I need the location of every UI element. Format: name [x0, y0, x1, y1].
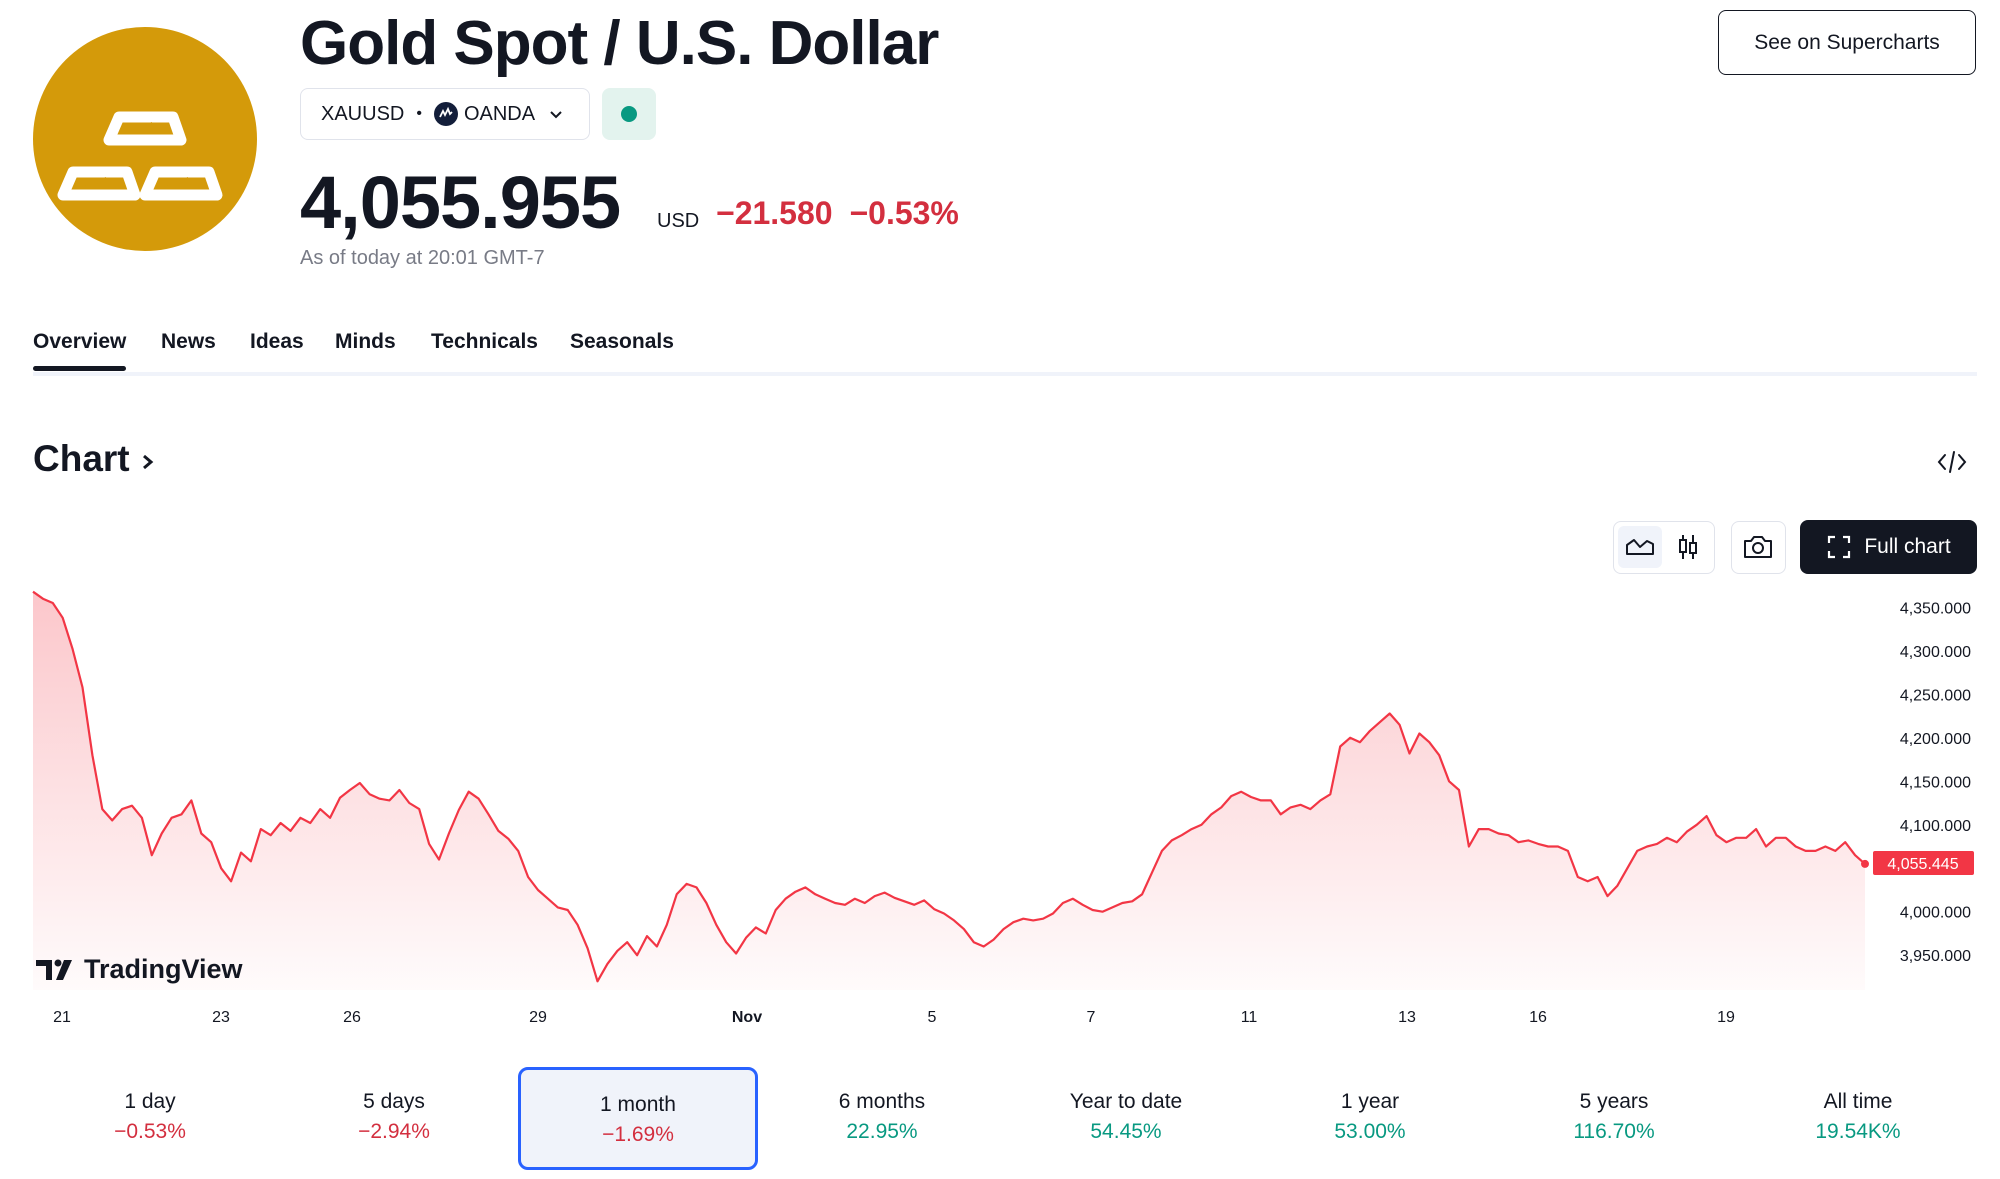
full-chart-label: Full chart: [1864, 535, 1951, 558]
snapshot-button[interactable]: [1731, 521, 1786, 574]
tab-minds[interactable]: Minds: [335, 330, 396, 353]
period-year-to-date[interactable]: Year to date 54.45%: [1006, 1067, 1246, 1170]
price-line: [32, 590, 1866, 983]
chart-section-heading[interactable]: Chart: [33, 438, 156, 480]
period-5-days[interactable]: 5 days −2.94%: [274, 1067, 514, 1170]
separator-dot: •: [416, 105, 422, 122]
price-chart[interactable]: 4,350.000 4,300.000 4,250.000 4,200.000 4,15…: [0, 590, 2000, 1030]
x-tick-label: Nov: [732, 1009, 762, 1026]
period-label: All time: [1823, 1090, 1893, 1113]
tab-technicals[interactable]: Technicals: [431, 330, 538, 353]
period-value: 116.70%: [1573, 1120, 1655, 1143]
period-value: 53.00%: [1334, 1120, 1406, 1143]
tradingview-watermark: TradingView: [36, 954, 244, 984]
last-price-tag-label: 4,055.445: [1887, 856, 1958, 873]
price-currency: USD: [657, 210, 700, 232]
period-6-months[interactable]: 6 months 22.95%: [762, 1067, 1002, 1170]
price-change: −21.580 −0.53%: [716, 195, 959, 232]
tab-overview[interactable]: Overview: [33, 330, 127, 371]
period-5-years[interactable]: 5 years 116.70%: [1494, 1067, 1734, 1170]
y-tick-label: 4,100.000: [1900, 818, 1971, 835]
period-label: 6 months: [838, 1090, 926, 1113]
x-axis: 21 23 26 29 Nov 5 7 11 13 16 19: [53, 1009, 1735, 1026]
period-all-time[interactable]: All time 19.54K%: [1738, 1067, 1978, 1170]
chart-heading-label: Chart: [33, 438, 130, 479]
y-tick-label: 4,150.000: [1900, 774, 1971, 791]
x-tick-label: 19: [1717, 1009, 1735, 1026]
market-open-dot-icon: [621, 106, 637, 122]
x-tick-label: 5: [928, 1009, 937, 1026]
y-tick-label: 4,000.000: [1900, 905, 1971, 922]
page-title: Gold Spot / U.S. Dollar: [300, 9, 939, 78]
period-label: 1 year: [1340, 1090, 1400, 1113]
period-1-day[interactable]: 1 day −0.53%: [30, 1067, 270, 1170]
y-tick-label: 4,250.000: [1900, 687, 1971, 704]
period-value: −1.69%: [602, 1123, 674, 1146]
price-change-percent: −0.53%: [849, 195, 959, 231]
broker-logo-icon: [433, 102, 458, 126]
market-status-indicator[interactable]: [602, 88, 656, 140]
area-chart-button[interactable]: [1618, 526, 1662, 568]
candlestick-chart-button[interactable]: [1666, 526, 1710, 568]
x-tick-label: 26: [343, 1009, 361, 1026]
tradingview-logo-icon: [36, 959, 72, 980]
tab-news[interactable]: News: [161, 330, 216, 353]
period-label: Year to date: [1069, 1090, 1183, 1113]
camera-icon: [1744, 536, 1772, 558]
price-change-absolute: −21.580: [716, 195, 833, 231]
chevron-right-icon: [140, 438, 156, 479]
x-tick-label: 7: [1087, 1009, 1096, 1026]
x-tick-label: 11: [1241, 1009, 1258, 1026]
price-timestamp: As of today at 20:01 GMT-7: [300, 247, 545, 269]
tradingview-wordmark: TradingView: [84, 954, 244, 984]
price-area-fill: [33, 591, 1865, 990]
period-label: 1 day: [124, 1090, 176, 1113]
y-axis: 4,350.000 4,300.000 4,250.000 4,200.000 4,15…: [1900, 600, 1971, 965]
fullscreen-icon: [1828, 535, 1851, 559]
y-tick-label: 4,350.000: [1900, 600, 1971, 617]
last-price-dot: [1861, 859, 1869, 868]
gold-bars-logo: [33, 27, 257, 251]
x-tick-label: 29: [529, 1009, 547, 1026]
x-tick-label: 16: [1529, 1009, 1547, 1026]
broker-name: OANDA: [463, 102, 536, 125]
candles-icon: [1679, 535, 1697, 559]
y-tick-label: 4,300.000: [1900, 644, 1971, 661]
period-value: 19.54K%: [1815, 1120, 1901, 1143]
see-on-supercharts-button[interactable]: See on Supercharts: [1718, 10, 1976, 75]
x-tick-label: 21: [53, 1009, 71, 1026]
period-value: 54.45%: [1090, 1120, 1162, 1143]
tab-seasonals[interactable]: Seasonals: [570, 330, 674, 353]
symbol-selector[interactable]: XAUUSD • OANDA: [300, 88, 590, 140]
period-value: −2.94%: [358, 1120, 430, 1143]
x-tick-label: 23: [212, 1009, 230, 1026]
period-value: 22.95%: [846, 1120, 918, 1143]
period-label: 5 days: [363, 1090, 425, 1113]
period-1-year[interactable]: 1 year 53.00%: [1250, 1067, 1490, 1170]
period-value: −0.53%: [114, 1120, 186, 1143]
area-chart-icon: [1626, 539, 1654, 555]
code-icon[interactable]: [1937, 449, 1967, 475]
full-chart-button[interactable]: Full chart: [1800, 520, 1977, 574]
x-tick-label: 13: [1398, 1009, 1416, 1026]
chart-style-toggle: [1613, 521, 1715, 574]
last-price: 4,055.955: [300, 161, 621, 244]
tab-ideas[interactable]: Ideas: [250, 330, 304, 353]
period-label: 1 month: [600, 1093, 676, 1116]
gold-bars-icon: [57, 111, 223, 201]
tab-bar: Overview News Ideas Minds Technicals Sea…: [33, 330, 1977, 376]
y-tick-label: 3,950.000: [1900, 948, 1971, 965]
y-tick-label: 4,200.000: [1900, 731, 1971, 748]
last-price-tag: 4,055.445: [1873, 851, 1974, 875]
chevron-down-icon: [549, 103, 563, 126]
symbol-ticker: XAUUSD: [321, 102, 405, 125]
period-1-month[interactable]: 1 month −1.69%: [518, 1067, 758, 1170]
period-label: 5 years: [1579, 1090, 1649, 1113]
